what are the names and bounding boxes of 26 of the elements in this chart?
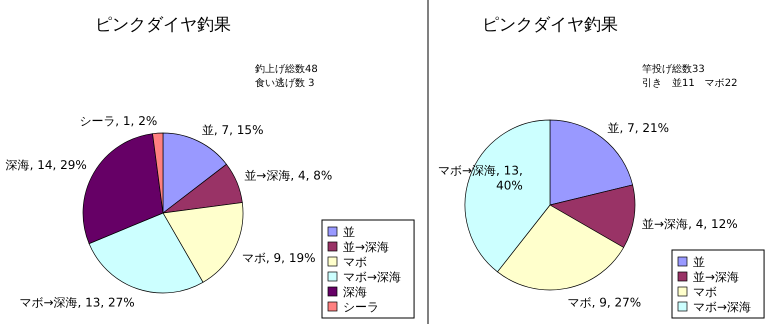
legend-label: 並 [693, 255, 705, 269]
data-label: 並, 7, 21% [607, 120, 670, 135]
data-label: 並, 7, 15% [202, 123, 264, 138]
chart-title: ピンクダイヤ釣果 [482, 15, 618, 35]
data-label: 深海, 14, 29% [6, 158, 87, 172]
legend-label: マボ [693, 285, 717, 299]
legend-label: マボ→深海 [343, 270, 402, 284]
legend-label: 深海 [343, 285, 367, 299]
data-label: 並→深海, 4, 12% [642, 217, 738, 232]
data-label: マボ, 9, 19% [242, 250, 316, 265]
legend-label: マボ [343, 255, 367, 269]
data-label: マボ→深海, 13, 27% [19, 295, 135, 310]
data-label: シーラ, 1, 2% [79, 114, 158, 128]
chart-title: ピンクダイヤ釣果 [95, 15, 231, 35]
legend-label: マボ→深海 [693, 300, 752, 314]
legend-label: 並→深海 [343, 240, 390, 254]
text: 食い逃げ数 3 [255, 77, 315, 89]
data-label: マボ→深海, 13, 40% [438, 164, 523, 193]
legend-label: 並 [343, 225, 355, 239]
legend-label: 並→深海 [693, 270, 740, 284]
data-label: マボ, 9, 27% [568, 295, 642, 310]
text: 引き 並11 マボ22 [642, 77, 738, 89]
legend-label: シーラ [343, 300, 379, 314]
text: 竿投げ総数33 [642, 63, 705, 75]
data-label: 並→深海, 4, 8% [244, 168, 332, 182]
text: 釣上げ総数48 [255, 63, 318, 75]
